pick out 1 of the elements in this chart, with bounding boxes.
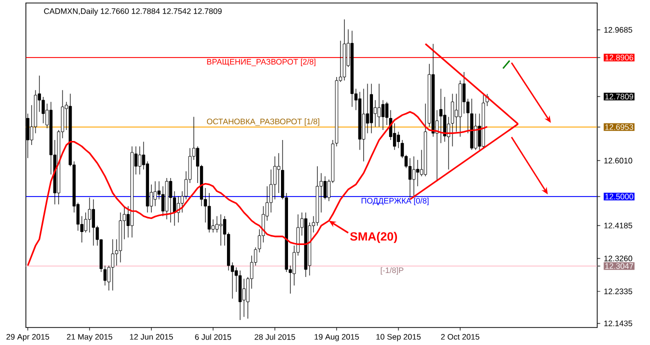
legend-label: SMA(20) bbox=[350, 232, 397, 243]
